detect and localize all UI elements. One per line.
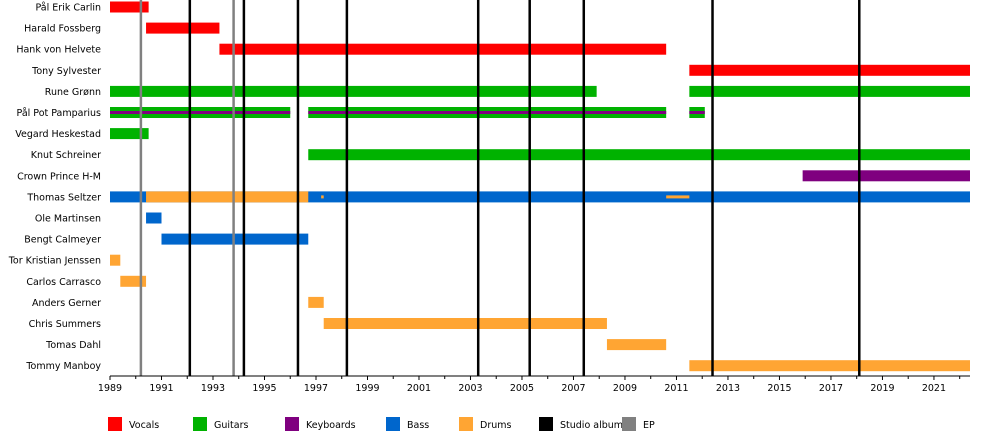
bar-carlos-carrasco-drums-22	[120, 275, 147, 287]
member-labels: Pål Erik Carlin Harald Fossberg Hank von H…	[8, 3, 102, 373]
member-label-chris-summers: Chris Summers	[29, 319, 101, 330]
legend-swatch-bass	[386, 417, 400, 431]
bar-thomas-seltzer-bass-15	[110, 191, 970, 203]
bar-ole-martinsen-bass-19	[146, 212, 162, 224]
bar-pal-pot-pamparius-keyboards-9	[110, 111, 291, 114]
bar-rune-gr-nn-guitars-5	[689, 85, 970, 97]
member-label-pal-pot-pamparius: Pål Pot Pamparius	[17, 108, 102, 119]
member-label-tor-kristian-jenssen: Tor Kristian Jenssen	[8, 256, 101, 267]
x-tick-label-1989: 1989	[98, 383, 122, 394]
member-label-tomas-dahl: Tomas Dahl	[45, 340, 101, 351]
member-label-knut-schreiner: Knut Schreiner	[31, 150, 101, 161]
legend-swatch-studio-album	[539, 417, 553, 431]
legend-swatch-guitars	[193, 417, 207, 431]
legend-swatch-drums	[459, 417, 473, 431]
x-tick-label-2013: 2013	[716, 383, 740, 394]
bar-pal-pot-pamparius-keyboards-11	[689, 111, 705, 114]
member-label-bengt-calmeyer: Bengt Calmeyer	[24, 235, 101, 246]
member-label-hank-von-helvete: Hank von Helvete	[16, 45, 101, 56]
x-tick-label-2007: 2007	[561, 383, 585, 394]
member-label-harald-fossberg: Harald Fossberg	[24, 24, 101, 35]
legend-swatch-vocals	[108, 417, 122, 431]
member-label-pal-erik-carlin: Pål Erik Carlin	[35, 3, 101, 14]
bar-hank-von-helvete-vocals-2	[219, 43, 667, 55]
bars-layer	[110, 1, 971, 372]
legend-label-studio-album: Studio album	[560, 420, 623, 431]
bar-chris-summers-drums-24	[323, 318, 607, 329]
bar-pal-erik-carlin-vocals-0	[110, 1, 149, 13]
legend-label-keyboards: Keyboards	[306, 420, 356, 431]
x-tick-label-2005: 2005	[510, 383, 534, 394]
legend: Vocals Guitars Keyboards Bass Drums Studio al…	[108, 417, 655, 431]
member-label-vegard-heskestad: Vegard Heskestad	[15, 129, 101, 140]
x-tick-label-2011: 2011	[664, 383, 688, 394]
x-tick-label-2019: 2019	[870, 383, 894, 394]
bar-vegard-heskestad-guitars-12	[110, 128, 149, 140]
bar-bengt-calmeyer-bass-20	[161, 233, 309, 245]
bar-tony-sylvester-vocals-3	[689, 64, 970, 76]
x-tick-label-1991: 1991	[149, 383, 173, 394]
member-label-thomas-seltzer: Thomas Seltzer	[26, 192, 101, 203]
x-tick-label-2017: 2017	[819, 383, 843, 394]
member-label-carlos-carrasco: Carlos Carrasco	[26, 277, 101, 288]
member-label-tony-sylvester: Tony Sylvester	[31, 66, 101, 77]
bar-pal-pot-pamparius-keyboards-10	[308, 111, 667, 114]
legend-swatch-keyboards	[285, 417, 299, 431]
bar-thomas-seltzer-drums-16	[146, 191, 309, 203]
bar-thomas-seltzer-drums-18	[666, 195, 690, 199]
bar-harald-fossberg-vocals-1	[146, 22, 220, 34]
x-tick-label-2015: 2015	[767, 383, 791, 394]
x-axis: 1989 1991 1993 1995 1997 1999 2001 2003 2005 2007…	[98, 375, 970, 394]
bar-crown-prince-h-m-keyboards-14	[802, 170, 970, 182]
x-tick-label-1997: 1997	[304, 383, 328, 394]
bar-anders-gerner-drums-23	[308, 296, 324, 308]
x-tick-label-1993: 1993	[201, 383, 225, 394]
legend-label-guitars: Guitars	[214, 420, 248, 431]
x-tick-label-2001: 2001	[407, 383, 431, 394]
member-label-rune-gr-nn: Rune Grønn	[45, 87, 101, 98]
member-label-crown-prince-h-m: Crown Prince H-M	[17, 171, 101, 182]
bar-rune-gr-nn-guitars-4	[110, 85, 597, 97]
x-tick-label-2021: 2021	[922, 383, 946, 394]
x-tick-label-2003: 2003	[458, 383, 482, 394]
release-lines-layer	[139, 0, 861, 376]
legend-label-vocals: Vocals	[129, 420, 159, 431]
x-tick-label-2009: 2009	[613, 383, 637, 394]
legend-swatch-ep	[622, 417, 636, 431]
member-label-ole-martinsen: Ole Martinsen	[35, 214, 101, 225]
bar-tor-kristian-jenssen-drums-21	[110, 254, 121, 266]
legend-label-ep: EP	[643, 420, 655, 431]
legend-label-drums: Drums	[480, 420, 511, 431]
x-tick-label-1995: 1995	[252, 383, 276, 394]
bar-tommy-manboy-drums-26	[689, 360, 970, 372]
member-label-anders-gerner: Anders Gerner	[32, 298, 101, 309]
bar-knut-schreiner-guitars-13	[308, 149, 971, 161]
bar-tomas-dahl-drums-25	[606, 339, 667, 351]
legend-label-bass: Bass	[407, 420, 429, 431]
x-tick-label-1999: 1999	[355, 383, 379, 394]
bar-thomas-seltzer-drums-17	[321, 195, 324, 199]
member-label-tommy-manboy: Tommy Manboy	[25, 361, 101, 372]
